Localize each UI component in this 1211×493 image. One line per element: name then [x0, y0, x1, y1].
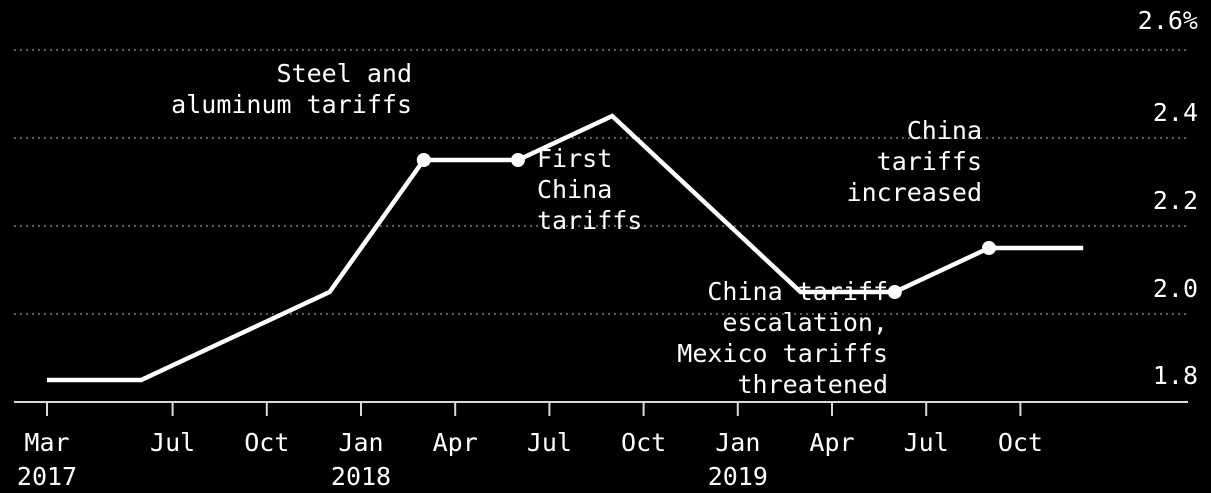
- annotation-line: increased: [847, 178, 982, 207]
- annotation-line: Mexico tariffs: [677, 339, 888, 368]
- y-tick-label: 2.0: [1153, 274, 1198, 303]
- y-tick-label: 2.6%: [1138, 6, 1198, 35]
- x-tick-label: Jan: [338, 428, 383, 457]
- annotation-line: aluminum tariffs: [171, 90, 412, 119]
- annotation-line: First: [537, 144, 612, 173]
- event-marker: [982, 241, 996, 255]
- x-tick-label: Apr: [809, 428, 854, 457]
- y-tick-label: 1.8: [1153, 361, 1198, 390]
- annotation: First China tariffs: [537, 144, 642, 235]
- x-tick-label: Jul: [150, 428, 195, 457]
- x-tick-label: Oct: [621, 428, 666, 457]
- annotation-line: Steel and: [277, 59, 412, 88]
- x-tick-label: Mar: [24, 428, 69, 457]
- annotation-line: tariffs: [537, 206, 642, 235]
- x-tick-label: Oct: [998, 428, 1043, 457]
- gridlines: [14, 49, 1188, 315]
- annotation-line: China tariff: [707, 277, 888, 306]
- x-year-label: 2017: [17, 462, 77, 491]
- event-marker: [511, 153, 525, 167]
- annotation-line: China: [907, 116, 982, 145]
- x-axis: [14, 401, 1188, 416]
- annotation-line: China: [537, 175, 612, 204]
- x-tick-label: Oct: [244, 428, 289, 457]
- x-year-label: 2019: [708, 462, 768, 491]
- annotation-line: threatened: [737, 370, 888, 399]
- y-tick-label: 2.4: [1153, 98, 1198, 127]
- x-tick-label: Apr: [433, 428, 478, 457]
- y-axis-labels: 2.6% 2.4 2.2 2.0 1.8: [1138, 6, 1198, 390]
- event-marker: [416, 153, 431, 167]
- x-tick-label: Jul: [527, 428, 572, 457]
- x-axis-labels: Mar 2017 Jul Oct Jan 2018 Apr Jul Oct Jan 2019 Apr J…: [17, 428, 1043, 491]
- annotation-line: escalation,: [722, 308, 888, 337]
- x-tick-label: Jan: [715, 428, 760, 457]
- annotation: China tariffs increased: [847, 116, 982, 207]
- annotation: China tariff escalation, Mexico tariffs thr…: [677, 277, 888, 399]
- series-line: [47, 113, 1084, 383]
- annotation: Steel and aluminum tariffs: [171, 59, 412, 119]
- x-year-label: 2018: [331, 462, 391, 491]
- x-tick-label: Jul: [904, 428, 949, 457]
- series: [47, 113, 1084, 383]
- annotation-line: tariffs: [877, 147, 982, 176]
- event-marker: [887, 285, 902, 299]
- y-tick-label: 2.2: [1153, 186, 1198, 215]
